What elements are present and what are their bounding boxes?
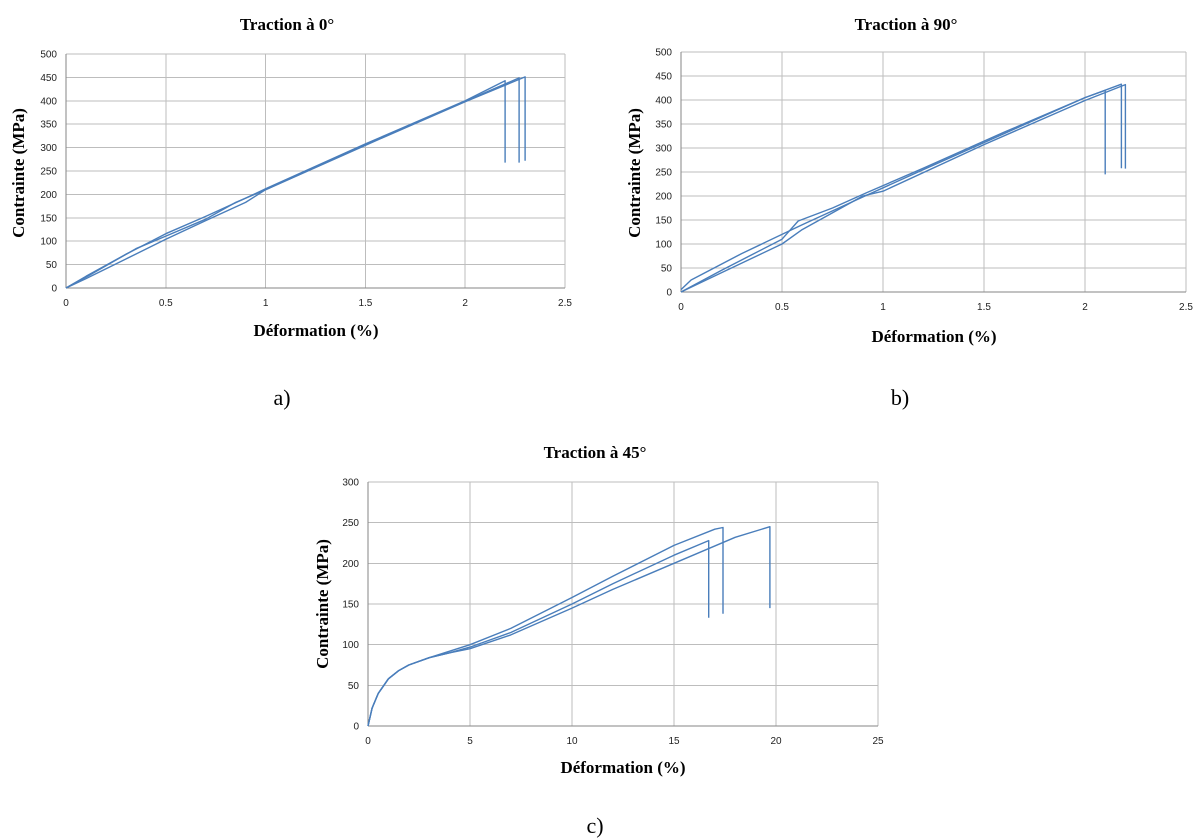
y-tick-label: 0 [666, 288, 672, 299]
chart-panel-c: Traction à 45° 0 5 10 15 20 25 0 50 100 150 200 25… [313, 443, 884, 838]
y-tick-label: 400 [655, 96, 672, 107]
chart-title: Traction à 0° [240, 15, 334, 34]
gridlines [367, 481, 879, 727]
y-tick-label: 300 [655, 144, 672, 155]
y-tick-label: 250 [40, 167, 57, 178]
x-tick-labels: 0 5 10 15 20 25 [365, 736, 884, 747]
y-tick-label: 50 [46, 260, 58, 271]
y-axis-label: Contrainte (MPa) [313, 539, 332, 669]
y-tick-label: 300 [342, 478, 359, 489]
x-tick-label: 5 [467, 736, 473, 747]
y-tick-label: 200 [342, 559, 359, 570]
x-tick-label: 10 [566, 736, 578, 747]
x-tick-labels: 0 0.5 1 1.5 2 2.5 [63, 298, 572, 309]
series-line [367, 526, 771, 727]
series-line [680, 89, 1106, 291]
series-line [680, 83, 1123, 293]
x-axis-label: Déformation (%) [253, 321, 378, 340]
x-tick-label: 0 [365, 736, 371, 747]
y-tick-label: 50 [348, 681, 360, 692]
chart-title: Traction à 45° [544, 443, 647, 462]
x-tick-label: 0 [63, 298, 69, 309]
series-line [65, 77, 520, 289]
x-tick-label: 1 [263, 298, 269, 309]
y-axis-label: Contrainte (MPa) [625, 108, 644, 238]
y-tick-label: 150 [342, 600, 359, 611]
series-line [65, 76, 526, 289]
chart-title: Traction à 90° [855, 15, 958, 34]
x-tick-label: 0.5 [775, 302, 789, 313]
y-tick-label: 400 [40, 96, 57, 107]
y-tick-label: 100 [655, 240, 672, 251]
series-line [367, 539, 710, 727]
chart-panel-a: Traction à 0° 0 0.5 1 1.5 2 2.5 0 50 100 150 200 2… [9, 15, 572, 410]
y-tick-label: 0 [353, 722, 359, 733]
x-tick-label: 2 [1082, 302, 1088, 313]
x-tick-label: 0.5 [159, 298, 173, 309]
y-tick-label: 450 [40, 73, 57, 84]
y-tick-label: 150 [40, 213, 57, 224]
y-tick-label: 100 [40, 237, 57, 248]
series-line [65, 79, 506, 289]
y-tick-label: 100 [342, 640, 359, 651]
y-tick-label: 150 [655, 216, 672, 227]
y-tick-label: 300 [40, 143, 57, 154]
data-series [680, 83, 1127, 293]
y-tick-labels: 0 50 100 150 200 250 300 350 400 450 500 [40, 50, 57, 295]
x-tick-label: 2.5 [558, 298, 572, 309]
y-tick-label: 350 [40, 120, 57, 131]
x-tick-label: 20 [770, 736, 782, 747]
panel-label: b) [891, 385, 909, 410]
x-tick-label: 15 [668, 736, 680, 747]
y-tick-label: 350 [655, 120, 672, 131]
x-tick-label: 2 [462, 298, 468, 309]
y-tick-labels: 0 50 100 150 200 250 300 [342, 478, 359, 733]
y-tick-label: 250 [342, 518, 359, 529]
panel-label: a) [273, 385, 290, 410]
x-tick-label: 25 [872, 736, 884, 747]
x-tick-label: 1.5 [977, 302, 991, 313]
chart-panel-b: Traction à 90° 0 0.5 1 1.5 2 2.5 0 50 100 150 200… [625, 15, 1193, 410]
x-tick-label: 2.5 [1179, 302, 1193, 313]
y-tick-label: 200 [655, 192, 672, 203]
x-axis-label: Déformation (%) [560, 758, 685, 777]
y-tick-label: 500 [40, 50, 57, 61]
x-tick-label: 1 [880, 302, 886, 313]
y-tick-label: 0 [51, 284, 57, 295]
y-tick-label: 450 [655, 72, 672, 83]
panel-label: c) [586, 813, 603, 838]
y-axis-label: Contrainte (MPa) [9, 108, 28, 238]
x-tick-label: 1.5 [358, 298, 372, 309]
y-tick-label: 250 [655, 168, 672, 179]
y-tick-label: 50 [661, 264, 673, 275]
y-tick-labels: 0 50 100 150 200 250 300 350 400 450 500 [655, 48, 672, 299]
data-series [65, 76, 526, 289]
y-tick-label: 200 [40, 190, 57, 201]
y-tick-label: 500 [655, 48, 672, 59]
data-series [367, 526, 771, 727]
x-tick-labels: 0 0.5 1 1.5 2 2.5 [678, 302, 1193, 313]
series-line [680, 83, 1127, 293]
x-tick-label: 0 [678, 302, 684, 313]
x-axis-label: Déformation (%) [871, 327, 996, 346]
gridlines [65, 53, 566, 289]
gridlines [680, 51, 1187, 293]
